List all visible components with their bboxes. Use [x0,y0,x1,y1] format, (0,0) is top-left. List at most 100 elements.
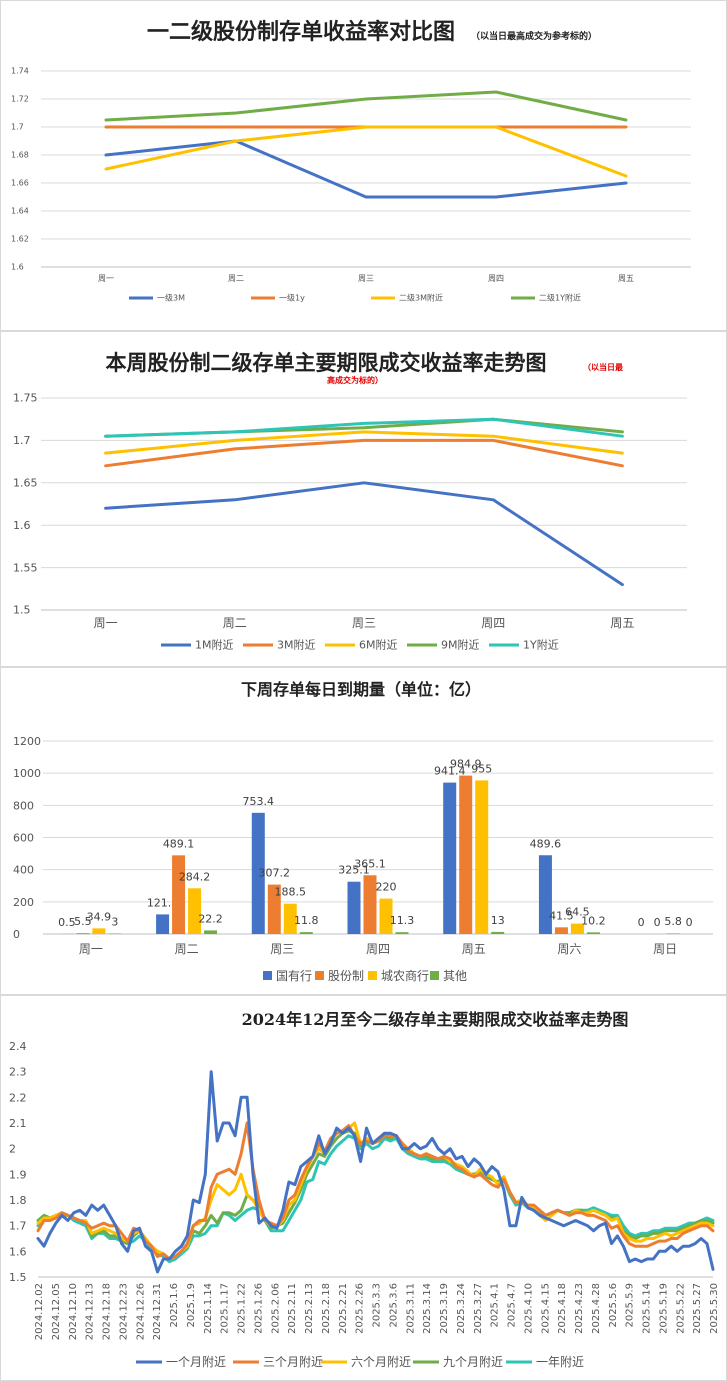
y-tick-label: 1.62 [11,235,29,244]
data-label: 5.5 [74,915,92,928]
bar-1 [443,782,457,934]
y-tick-label: 1200 [13,735,41,748]
y-tick-label: 1.5 [9,1271,27,1284]
legend-label-5: 1Y附近 [523,638,559,652]
x-tick-label: 周三 [358,274,374,283]
data-label: 22.2 [198,912,223,925]
data-label: 489.6 [530,837,562,850]
bar-2 [363,875,377,934]
bar-1 [538,855,552,934]
y-tick-label: 1.72 [11,95,29,104]
bar-3 [570,923,584,934]
x-tick-label: 2025.5.27 [692,1283,703,1334]
x-tick-label: 2025.2.06 [270,1283,281,1334]
data-label: 11.3 [390,914,415,927]
x-tick-label: 2024.12.10 [68,1283,79,1340]
data-label: 365.1 [354,857,386,870]
bar-2 [172,855,186,934]
series-line-1 [104,481,624,587]
bar-4 [299,932,313,934]
y-tick-label: 1.74 [11,67,29,76]
legend-label-4: 9M附近 [441,638,480,652]
legend-label-2: 三个月附近 [263,1355,323,1369]
y-tick-label: 1.5 [13,604,31,617]
y-tick-label: 1.75 [13,392,38,405]
chart-1-svg: 一二级股份制存单收益率对比图 （以当日最高成交为参考标的） 1.74 1.72 1.7 1… [11,19,691,303]
y-tick-label: 800 [13,799,34,812]
bar-4 [395,932,409,934]
series-line-1 [36,1070,715,1274]
x-tick-label: 2025.5.22 [675,1283,686,1334]
y-tick-label: 1.7 [9,1220,27,1233]
bar-2 [267,884,281,934]
x-tick-label: 周三 [270,942,294,956]
chart-3-svg: 下周存单每日到期量（单位：亿）1200100080060040020000.55… [13,680,713,983]
y-tick-label: 1.6 [11,263,24,272]
x-tick-label: 2024.12.05 [51,1283,62,1340]
y-tick-label: 2.1 [9,1117,27,1130]
y-tick-label: 200 [13,896,34,909]
legend-swatch-2 [315,971,324,980]
x-tick-label: 2025.3.11 [405,1283,416,1334]
y-tick-label: 1.7 [11,123,24,132]
data-label: 13 [491,914,505,927]
legend-label-3: 6M附近 [359,638,398,652]
x-tick-label: 2025.1.22 [237,1283,248,1334]
legend-label-2: 股份制 [328,969,364,983]
y-tick-label: 2.2 [9,1091,27,1104]
series-line-3 [104,125,628,178]
bar-3 [379,898,393,934]
x-tick-label: 2025.4.28 [591,1283,602,1334]
bar-2 [554,927,568,934]
data-label: 0 [638,916,645,929]
data-label: 5.8 [664,915,682,928]
legend-label-3: 二级3M附近 [399,293,443,303]
data-label: 64.5 [565,906,590,919]
legend-swatch-1 [263,971,272,980]
chart-title: 2024年12月至今二级存单主要期限成交收益率走势图 [242,1010,629,1029]
x-tick-label: 周一 [98,274,114,283]
y-tick-label: 400 [13,864,34,877]
legend-label-3: 城农商行 [381,968,429,983]
x-tick-label: 2025.4.15 [540,1283,551,1334]
legend-label-5: 一年附近 [536,1355,584,1369]
data-label: 941.4 [434,765,466,778]
bar-3 [188,888,202,934]
data-label: 3 [111,916,118,929]
x-tick-label: 周五 [462,942,486,956]
y-tick-label: 1.64 [11,207,29,216]
bar-1 [251,812,265,934]
legend-label-2: 3M附近 [277,638,316,652]
x-tick-label: 2025.2.21 [338,1283,349,1334]
data-label: 753.4 [243,795,275,808]
chart-panel-2: 本周股份制二级存单主要期限成交收益率走势图 （以当日最高成交为标的） 1.75 1.7… [0,331,727,667]
series-line-1 [104,139,628,199]
x-tick-label: 周四 [488,274,504,283]
bar-3 [92,928,106,934]
x-tick-label: 2025.2.18 [321,1283,332,1334]
x-tick-label: 周三 [352,616,376,630]
x-tick-label: 2024.12.26 [135,1283,146,1340]
series-line-3 [104,430,624,455]
data-label: 307.2 [259,867,291,880]
data-label: 41.5 [549,909,574,922]
data-label: 0 [654,916,661,929]
legend-label-1: 1M附近 [195,638,234,652]
data-label: 955 [471,762,492,775]
x-tick-label: 2025.1.14 [203,1283,214,1334]
y-tick-label: 1.68 [11,151,29,160]
data-label: 11.8 [294,914,319,927]
x-tick-label: 2025.4.7 [507,1283,518,1328]
bar-2 [76,933,90,934]
data-label: 188.5 [275,886,307,899]
x-tick-label: 周二 [175,942,199,956]
x-tick-label: 2024.12.13 [85,1283,96,1340]
chart-panel-1: 一二级股份制存单收益率对比图 （以当日最高成交为参考标的） 1.74 1.72 1.7 1… [0,0,727,331]
x-tick-label: 2025.2.26 [355,1283,366,1334]
x-tick-label: 周一 [79,942,103,956]
legend-label-1: 一级3M [157,293,185,303]
chart-panel-3: 下周存单每日到期量（单位：亿） 1200 1000 800 600 400 200 0 0.5 5… [0,667,727,995]
legend-label-1: 一个月附近 [166,1355,226,1369]
x-tick-label: 周二 [228,274,244,283]
y-tick-label: 2.3 [9,1066,27,1079]
